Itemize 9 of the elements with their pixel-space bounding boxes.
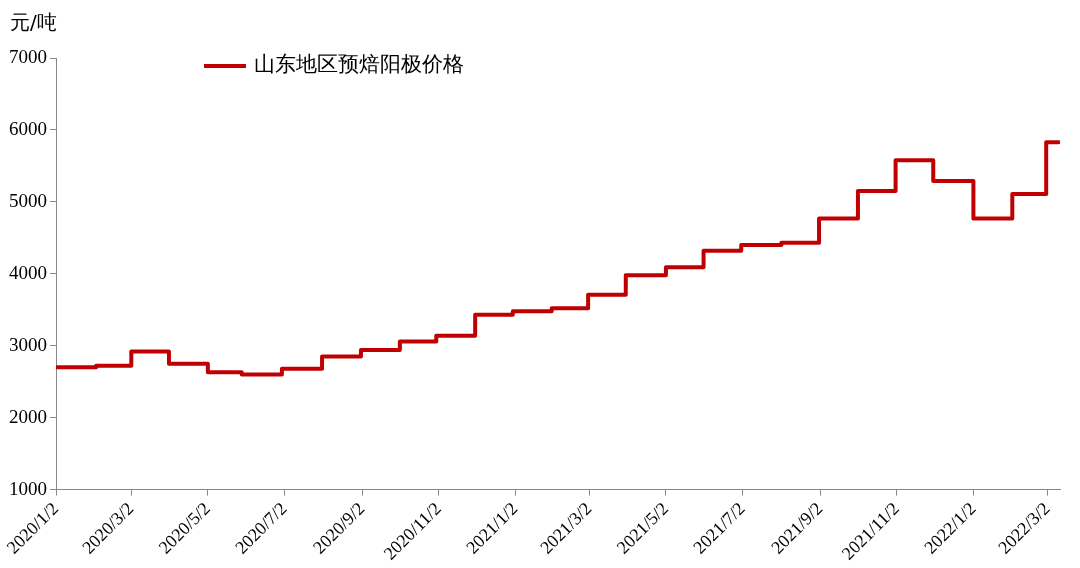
legend-label: 山东地区预焙阳极价格 [254, 52, 464, 77]
y-tick-label: 4000 [9, 261, 47, 283]
y-tick-label: 7000 [9, 45, 47, 67]
y-axis-title: 元/吨 [10, 10, 57, 35]
y-tick-label: 6000 [9, 117, 47, 139]
y-tick-label: 5000 [9, 189, 47, 211]
y-tick-label: 2000 [9, 405, 47, 427]
y-tick-label: 3000 [9, 333, 47, 355]
y-tick-label: 1000 [9, 477, 47, 499]
